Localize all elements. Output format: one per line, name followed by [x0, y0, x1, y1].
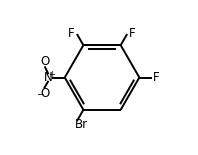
Text: F: F: [129, 27, 135, 40]
Text: +: +: [48, 70, 55, 79]
Text: −: −: [36, 89, 43, 98]
Text: F: F: [153, 71, 159, 84]
Text: N: N: [44, 71, 53, 84]
Text: O: O: [40, 87, 49, 100]
Text: F: F: [68, 27, 74, 40]
Text: Br: Br: [75, 118, 89, 131]
Text: O: O: [40, 55, 49, 68]
